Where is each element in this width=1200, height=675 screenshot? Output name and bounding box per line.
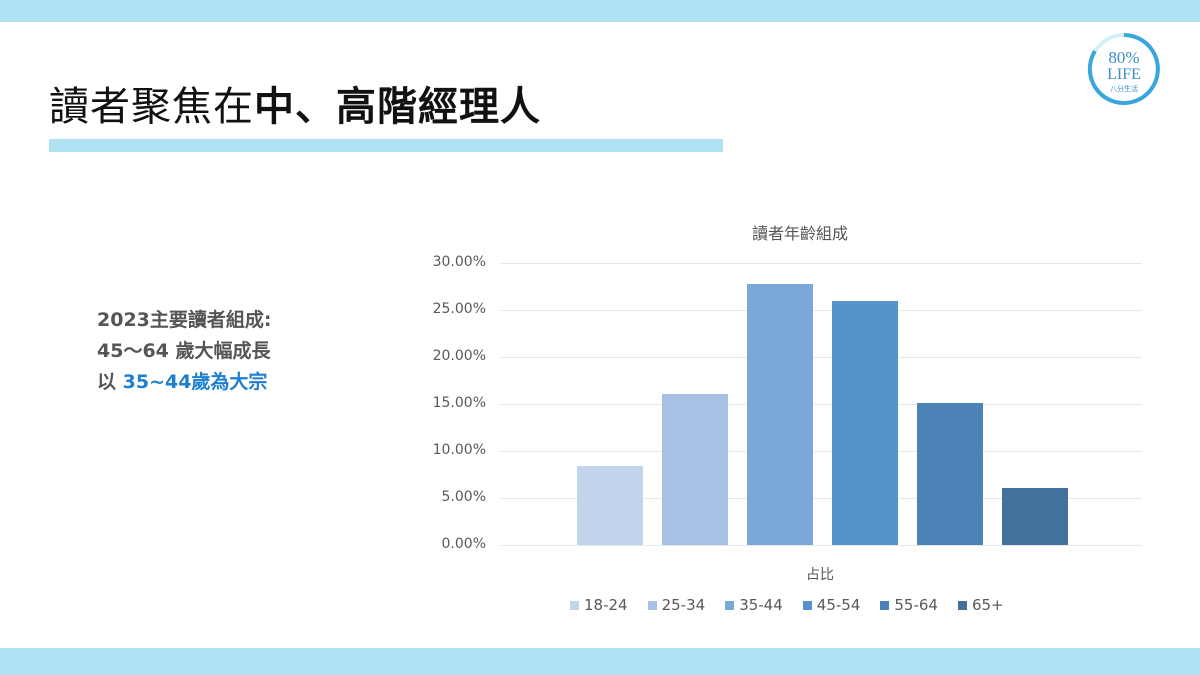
legend-swatch-icon	[802, 600, 812, 610]
gridline	[500, 404, 1142, 405]
legend-item: 65+	[957, 596, 1004, 614]
legend-item: 18-24	[570, 596, 628, 614]
summary-line-3-prefix: 以	[97, 371, 123, 393]
svg-text:80%: 80%	[1108, 48, 1139, 67]
summary-line-1: 2023主要讀者組成:	[97, 309, 272, 331]
legend-swatch-icon	[570, 600, 579, 610]
legend-label: 65+	[971, 596, 1004, 614]
y-tick-label: 5.00%	[441, 489, 486, 505]
summary-line-2: 45～64 歲大幅成長	[97, 340, 271, 362]
gridline	[500, 310, 1142, 311]
logo-ring-icon: 80% LIFE 八分生活	[1087, 33, 1160, 105]
y-tick-label: 0.00%	[441, 536, 486, 552]
summary-highlight: 35~44歲為大宗	[122, 371, 268, 393]
top-band	[0, 0, 1200, 22]
bottom-band	[0, 648, 1200, 675]
title-bold: 中、高階經理人	[254, 84, 541, 130]
y-tick-label: 25.00%	[432, 301, 486, 317]
brand-logo: 80% LIFE 八分生活	[1086, 31, 1162, 107]
y-tick-label: 10.00%	[432, 442, 486, 458]
y-tick-label: 15.00%	[432, 395, 486, 411]
bar-25-34	[662, 393, 728, 545]
legend-swatch-icon	[880, 600, 890, 610]
legend-label: 35-44	[739, 596, 783, 614]
bar-45-54	[832, 300, 898, 545]
title-regular: 讀者聚焦在	[49, 84, 254, 130]
legend-swatch-icon	[725, 600, 735, 610]
y-tick-label: 30.00%	[432, 254, 486, 270]
legend-item: 25-34	[647, 596, 706, 614]
legend-swatch-icon	[647, 600, 657, 610]
chart-title: 讀者年齡組成	[751, 224, 848, 243]
x-axis-label: 占比	[806, 567, 834, 583]
legend-item: 45-54	[802, 596, 861, 614]
legend-label: 18-24	[584, 596, 628, 614]
y-tick-label: 20.00%	[432, 348, 486, 364]
legend-swatch-icon	[957, 600, 967, 610]
page-title: 讀者聚焦在中、高階經理人	[49, 82, 541, 132]
bar-65+	[1002, 487, 1068, 545]
chart-legend: 18-24 25-34 35-44 45-54 55-64 65+	[570, 596, 1024, 614]
svg-text:八分生活: 八分生活	[1110, 84, 1138, 93]
legend-label: 25-34	[661, 596, 706, 614]
legend-label: 45-54	[816, 596, 861, 614]
gridline	[500, 545, 1142, 546]
legend-item: 55-64	[880, 596, 938, 614]
gridline	[500, 498, 1142, 499]
gridline	[500, 263, 1142, 264]
gridline	[500, 357, 1142, 358]
gridline	[500, 451, 1142, 452]
title-underline	[49, 139, 723, 152]
summary-line-3: 以 35~44歲為大宗	[97, 367, 271, 398]
bar-18-24	[577, 466, 643, 545]
summary-text: 2023主要讀者組成: 45～64 歲大幅成長 以 35~44歲為大宗	[97, 305, 271, 398]
legend-label: 55-64	[894, 596, 938, 614]
legend-item: 35-44	[725, 596, 783, 614]
bar-55-64	[917, 403, 983, 545]
bar-35-44	[747, 283, 813, 545]
svg-text:LIFE: LIFE	[1107, 66, 1141, 83]
